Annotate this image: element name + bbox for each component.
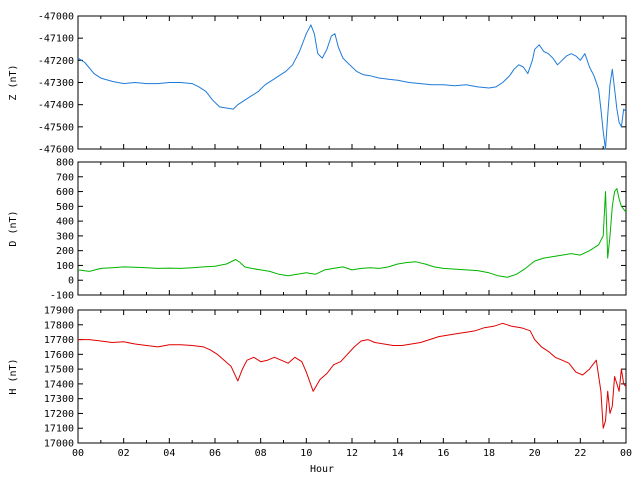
h-x-tick-label: 06 <box>209 448 221 459</box>
h-x-tick-label: 00 <box>72 448 84 459</box>
z-y-tick-label: -47200 <box>38 56 74 67</box>
d-y-tick-label: 400 <box>56 217 74 228</box>
h-y-tick-label: 17700 <box>44 335 74 346</box>
h-y-tick-label: 17100 <box>44 424 74 435</box>
z-y-axis-title: Z (nT) <box>8 64 19 100</box>
h-x-tick-label: 20 <box>529 448 541 459</box>
h-y-tick-label: 17000 <box>44 439 74 450</box>
z-y-tick-label: -47500 <box>38 122 74 133</box>
z-y-tick-label: -47000 <box>38 12 74 23</box>
d-y-tick-label: 800 <box>56 158 74 169</box>
h-plot-frame <box>77 309 627 444</box>
h-y-tick-label: 17300 <box>44 394 74 405</box>
h-x-tick-label: 18 <box>483 448 495 459</box>
z-panel: -47000 -47100 -47200 -47300 -47400 -47500 -476… <box>8 12 627 156</box>
h-y-tick-label: 17800 <box>44 320 74 331</box>
d-y-axis-title: D (nT) <box>8 210 19 246</box>
x-axis-title: Hour <box>310 464 334 475</box>
d-y-tick-label: -100 <box>50 291 74 302</box>
z-y-tick-label: -47300 <box>38 78 74 89</box>
h-series-line <box>78 322 627 429</box>
h-x-tick-label: 16 <box>437 448 449 459</box>
h-y-axis-title: H (nT) <box>8 358 19 394</box>
z-series-line <box>77 24 627 150</box>
h-x-tick-label: 04 <box>163 448 175 459</box>
d-y-tick-label: 300 <box>56 231 74 242</box>
d-y-tick-label: 200 <box>56 246 74 257</box>
z-plot-frame <box>77 15 627 150</box>
h-x-tick-label: 02 <box>118 448 130 459</box>
d-series-line <box>77 188 627 278</box>
d-plot-frame <box>77 161 627 296</box>
h-x-tick-label: 22 <box>574 448 586 459</box>
h-x-tick-label: 14 <box>392 448 404 459</box>
d-y-tick-label: 600 <box>56 187 74 198</box>
d-y-tick-label: 100 <box>56 261 74 272</box>
d-y-tick-label: 500 <box>56 202 74 213</box>
d-y-tick-label: 0 <box>68 276 74 287</box>
h-x-tick-label: 08 <box>255 448 267 459</box>
h-y-tick-label: 17400 <box>44 379 74 390</box>
d-panel: 800 700 600 500 400 300 200 100 0 -100 D (nT) <box>8 158 627 302</box>
h-x-tick-label: 00 <box>620 448 632 459</box>
h-y-tick-label: 17900 <box>44 306 74 317</box>
h-panel: 17900 17800 17700 17600 17500 17400 17300 17200… <box>8 306 632 476</box>
z-y-tick-label: -47100 <box>38 34 74 45</box>
z-y-tick-label: -47400 <box>38 100 74 111</box>
h-y-tick-label: 17500 <box>44 365 74 376</box>
h-y-tick-label: 17600 <box>44 350 74 361</box>
h-x-tick-label: 10 <box>300 448 312 459</box>
z-y-tick-label: -47600 <box>38 145 74 156</box>
d-y-tick-label: 700 <box>56 172 74 183</box>
h-x-tick-label: 12 <box>346 448 358 459</box>
h-y-tick-label: 17200 <box>44 409 74 420</box>
